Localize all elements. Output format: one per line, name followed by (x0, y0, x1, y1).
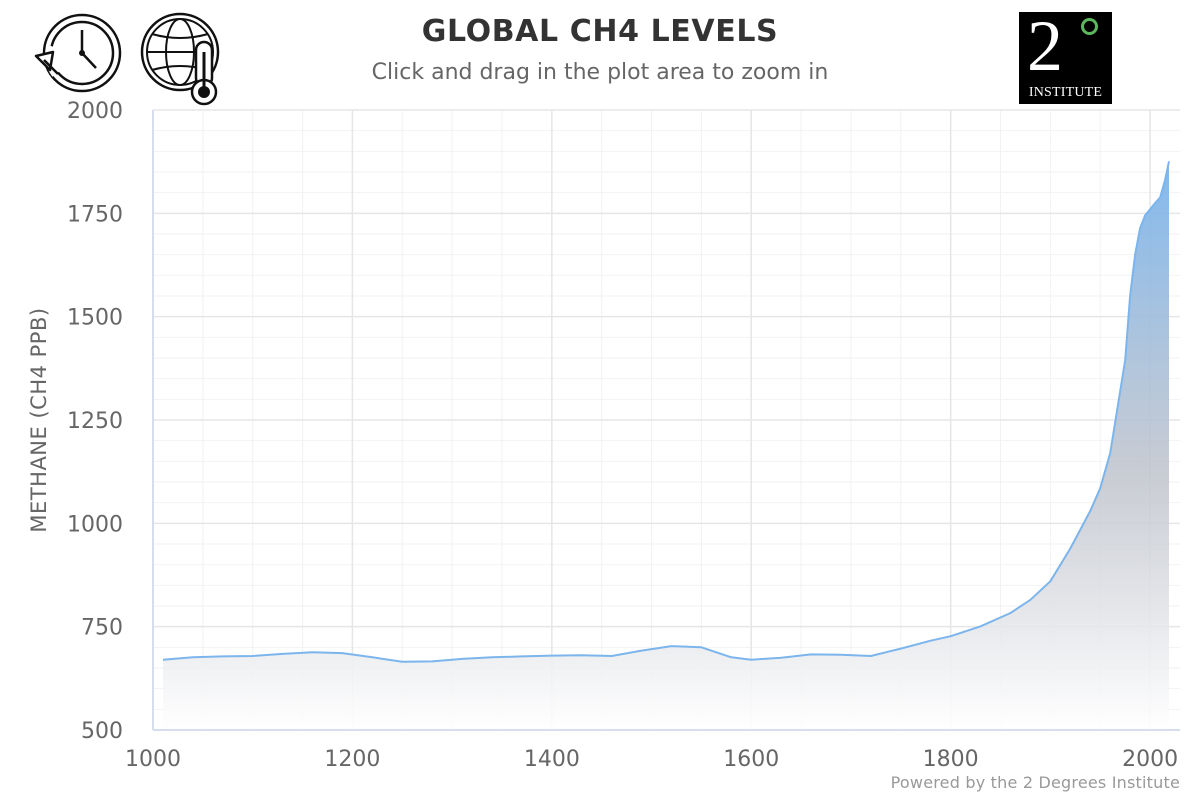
axis-labels: 500 750 1000 1250 1500 1750 2000 1000 1200 1400 16… (27, 99, 1178, 772)
chart-title: GLOBAL CH4 LEVELS (421, 14, 779, 49)
data-area (162, 161, 1170, 731)
two-degrees-logo[interactable]: 2 INSTITUTE (1019, 6, 1112, 104)
y-tick-label: 1000 (67, 512, 123, 537)
chart-subtitle: Click and drag in the plot area to zoom … (371, 60, 829, 85)
series-area-fill (163, 161, 1169, 731)
x-tick-label: 1600 (723, 747, 779, 772)
x-tick-label: 1800 (923, 747, 979, 772)
y-tick-label: 1750 (67, 202, 123, 227)
x-tick-label: 1000 (125, 747, 181, 772)
history-clock-icon[interactable] (26, 12, 124, 94)
credit-link[interactable]: Powered by the 2 Degrees Institute (890, 773, 1180, 792)
y-tick-label: 2000 (67, 99, 123, 124)
logo-digit: 2 (1027, 6, 1063, 86)
x-tick-label: 1400 (524, 747, 580, 772)
y-tick-label: 750 (81, 616, 123, 641)
globe-thermometer-icon[interactable] (138, 12, 228, 108)
logo-degree-circle-icon (1081, 18, 1098, 35)
x-tick-label: 2000 (1122, 747, 1178, 772)
y-axis-title: METHANE (CH4 PPB) (27, 307, 51, 532)
logo-wordmark: INSTITUTE (1028, 85, 1103, 100)
x-tick-label: 1200 (324, 747, 380, 772)
y-tick-label: 500 (81, 719, 123, 744)
y-tick-label: 1250 (67, 409, 123, 434)
series-line (162, 161, 1170, 663)
chart-axes (152, 110, 1180, 731)
y-tick-label: 1500 (67, 306, 123, 331)
